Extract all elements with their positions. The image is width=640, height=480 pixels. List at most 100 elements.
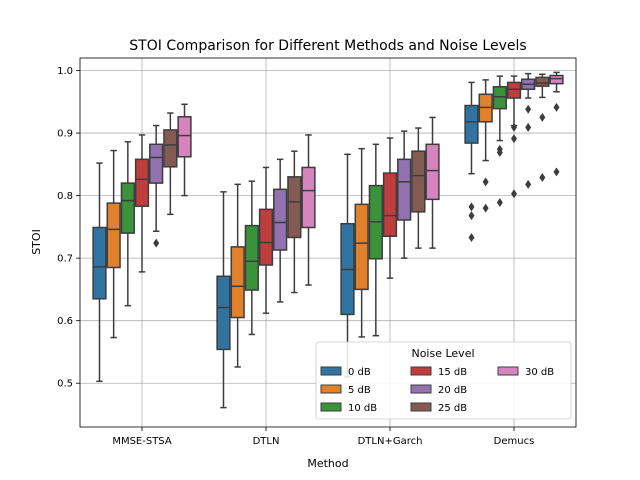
- box-2-4: [397, 130, 412, 259]
- outlier-point: [511, 134, 517, 144]
- box-2-3: [382, 137, 398, 279]
- legend-label: 20 dB: [438, 385, 467, 396]
- legend-label: 25 dB: [438, 403, 467, 414]
- box-3-3: [506, 75, 522, 199]
- legend-item: 30 dB: [497, 366, 554, 378]
- legend-label: 15 dB: [438, 367, 467, 378]
- box-body: [244, 224, 259, 291]
- legend-label: 5 dB: [348, 385, 371, 396]
- box-body: [258, 208, 274, 266]
- legend-item: 25 dB: [410, 402, 467, 414]
- box-body: [120, 182, 135, 234]
- box-3-4: [521, 72, 536, 189]
- box-body: [216, 275, 231, 351]
- y-tick-label: 0.6: [57, 316, 73, 327]
- outlier-point: [539, 112, 546, 122]
- box-body: [411, 150, 426, 213]
- box-body: [230, 246, 245, 319]
- y-axis-ticks: 0.5 0.6 0.7 0.8 0.9 1.0: [57, 66, 80, 390]
- legend-label: 0 dB: [348, 367, 371, 378]
- box-0-3: [134, 134, 150, 273]
- box-body: [106, 202, 121, 269]
- outlier-point: [482, 177, 489, 187]
- box-body: [492, 86, 507, 110]
- box-body: [134, 158, 150, 207]
- box-3-0: [464, 81, 479, 242]
- outlier-point: [553, 102, 560, 112]
- legend-item: 0 dB: [320, 366, 371, 378]
- outlier-point: [525, 179, 532, 189]
- outlier-point: [511, 122, 517, 132]
- box-3-1: [478, 79, 493, 213]
- x-tick-label: Demucs: [494, 436, 535, 447]
- y-axis-label: STOI: [30, 229, 43, 255]
- box-3-6: [549, 71, 564, 177]
- outlier-point: [525, 104, 532, 114]
- box-2-6: [425, 116, 440, 249]
- outlier-point: [468, 202, 475, 212]
- outlier-point: [468, 211, 475, 221]
- box-body: [425, 143, 440, 201]
- legend: Noise Level 0 dB 5 dB 10 dB 15 dB 20 dB 25 dB…: [315, 341, 572, 420]
- outlier-point: [482, 203, 489, 213]
- legend-label: 30 dB: [525, 367, 554, 378]
- box-body: [464, 104, 479, 144]
- outlier-point: [153, 238, 160, 248]
- y-tick-label: 0.5: [57, 379, 73, 390]
- box-2-1: [354, 147, 369, 338]
- box-body: [149, 143, 164, 184]
- x-tick-label: MMSE-STSA: [112, 436, 172, 447]
- x-axis-label: Method: [307, 457, 348, 470]
- legend-label: 10 dB: [348, 403, 377, 414]
- box-1-6: [301, 134, 316, 286]
- box-body: [397, 158, 412, 221]
- box-body: [301, 166, 316, 229]
- box-0-6: [177, 103, 192, 197]
- box-body: [163, 129, 178, 168]
- box-0-4: [149, 124, 164, 248]
- outlier-point: [496, 147, 503, 157]
- x-tick-label: DTLN+Garch: [358, 436, 423, 447]
- box-1-0: [216, 191, 231, 409]
- y-tick-label: 0.8: [57, 191, 73, 202]
- legend-item: 10 dB: [320, 402, 377, 414]
- legend-swatch: [497, 366, 519, 376]
- chart-title: STOI Comparison for Different Methods an…: [129, 38, 526, 54]
- legend-swatch: [320, 384, 342, 394]
- box-2-5: [411, 127, 426, 249]
- legend-item: 15 dB: [410, 366, 467, 378]
- box-2-2: [368, 143, 383, 337]
- box-body: [273, 188, 288, 251]
- legend-frame: [315, 341, 572, 420]
- box-1-2: [244, 180, 259, 336]
- outlier-point: [539, 172, 546, 182]
- legend-swatch: [320, 402, 342, 412]
- outlier-point: [496, 197, 503, 207]
- box-0-0: [92, 162, 107, 383]
- legend-items: 0 dB 5 dB 10 dB 15 dB 20 dB 25 dB 30 dB: [320, 366, 554, 414]
- box-body: [354, 203, 369, 291]
- box-0-5: [163, 112, 178, 216]
- box-body: [92, 226, 107, 300]
- legend-swatch: [410, 384, 432, 394]
- box-1-5: [287, 150, 302, 294]
- box-1-1: [230, 183, 245, 368]
- box-1-3: [258, 166, 274, 314]
- box-3-2: [492, 75, 507, 207]
- legend-swatch: [320, 366, 342, 376]
- legend-title: Noise Level: [411, 347, 474, 360]
- box-1-4: [273, 158, 288, 303]
- box-body: [549, 74, 564, 85]
- box-body: [506, 81, 522, 99]
- box-3-5: [535, 73, 550, 182]
- box-body: [287, 176, 302, 239]
- legend-swatch: [410, 366, 432, 376]
- box-body: [535, 76, 550, 87]
- legend-item: 20 dB: [410, 384, 467, 396]
- legend-swatch: [410, 402, 432, 412]
- box-0-2: [120, 141, 135, 307]
- outlier-point: [525, 122, 532, 132]
- box-plots: [92, 71, 564, 409]
- y-tick-label: 0.9: [57, 129, 73, 140]
